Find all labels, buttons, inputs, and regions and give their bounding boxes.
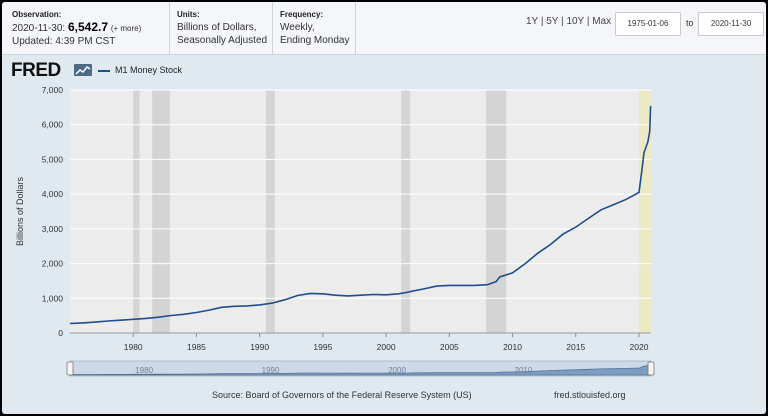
y-tick-label: 3,000 (42, 224, 64, 234)
navigator-series-area (69, 362, 651, 376)
fred-logo-graph-icon (74, 64, 92, 76)
x-tick-label: 1990 (250, 342, 269, 352)
site-link[interactable]: fred.stlouisfed.org (554, 390, 626, 400)
header-divider (169, 2, 170, 54)
y-axis-label: Billions of Dollars (15, 176, 25, 246)
range-links: 1Y | 5Y | 10Y | Max (526, 16, 612, 27)
to-label: to (686, 18, 694, 28)
header-divider (355, 2, 356, 54)
recession-band (133, 90, 140, 333)
x-tick-label: 2010 (503, 342, 522, 352)
x-tick-label: 1985 (187, 342, 206, 352)
start-date-input[interactable]: 1975-01-06 (615, 12, 681, 36)
observation-date: 2020-11-30: (12, 23, 66, 34)
range-10y-link[interactable]: 10Y (566, 16, 585, 27)
frequency-label: Frequency: (280, 10, 324, 19)
recession-band (485, 90, 507, 333)
observation-label: Observation: (12, 10, 62, 19)
fred-logo[interactable]: FRED (11, 60, 61, 81)
y-tick-label: 0 (58, 328, 63, 338)
header-bar: Observation: 2020-11-30: 6,542.7 (+ more… (2, 2, 766, 55)
y-tick-label: 6,000 (42, 120, 64, 130)
navigator-label: 1980 (135, 366, 153, 375)
highlight-band (638, 90, 651, 333)
legend-line-swatch (98, 69, 110, 72)
units-line2: Seasonally Adjusted (177, 35, 268, 46)
header-divider (272, 2, 273, 54)
navigator-left-handle[interactable] (66, 361, 74, 376)
end-date-input[interactable]: 2020-11-30 (698, 12, 764, 36)
range-max-link[interactable]: Max (592, 16, 612, 27)
x-tick-label: 2000 (377, 342, 396, 352)
range-5y-link[interactable]: 5Y (546, 16, 559, 27)
y-tick-label: 5,000 (42, 154, 64, 164)
navigator-label: 2000 (388, 366, 406, 375)
y-tick-label: 1,000 (42, 293, 64, 303)
x-tick-label: 2020 (630, 342, 649, 352)
recession-band (152, 90, 170, 333)
x-tick-label: 1980 (124, 342, 143, 352)
x-tick-label: 2015 (566, 342, 585, 352)
x-tick-label: 1995 (313, 342, 332, 352)
navigator-right-handle[interactable] (647, 361, 655, 376)
observation-block: Observation: 2020-11-30: 6,542.7 (+ more… (12, 8, 141, 48)
observation-value: 6,542.7 (67, 20, 109, 34)
units-line1: Billions of Dollars, (177, 22, 257, 33)
legend-label: M1 Money Stock (115, 65, 183, 75)
y-tick-label: 2,000 (42, 259, 64, 269)
y-tick-label: 4,000 (42, 189, 64, 199)
y-tick-label: 7,000 (42, 85, 64, 95)
legend: M1 Money Stock (98, 65, 182, 75)
observation-more-link[interactable]: (+ more) (110, 24, 142, 33)
recession-band (265, 90, 275, 333)
frequency-line2: Ending Monday (280, 35, 350, 46)
navigator-label: 1990 (262, 366, 280, 375)
navigator-label: 2010 (515, 366, 533, 375)
recession-band (401, 90, 411, 333)
source-text: Source: Board of Governors of the Federa… (212, 390, 472, 400)
frequency-block: Frequency: Weekly, Ending Monday (280, 8, 350, 47)
updated-text: Updated: 4:39 PM CST (12, 36, 116, 47)
series-line-m1 (69, 105, 652, 325)
frequency-line1: Weekly, (280, 22, 315, 33)
units-block: Units: Billions of Dollars, Seasonally A… (177, 8, 267, 47)
units-label: Units: (177, 10, 200, 19)
range-1y-link[interactable]: 1Y (526, 16, 539, 27)
x-tick-label: 2005 (440, 342, 459, 352)
